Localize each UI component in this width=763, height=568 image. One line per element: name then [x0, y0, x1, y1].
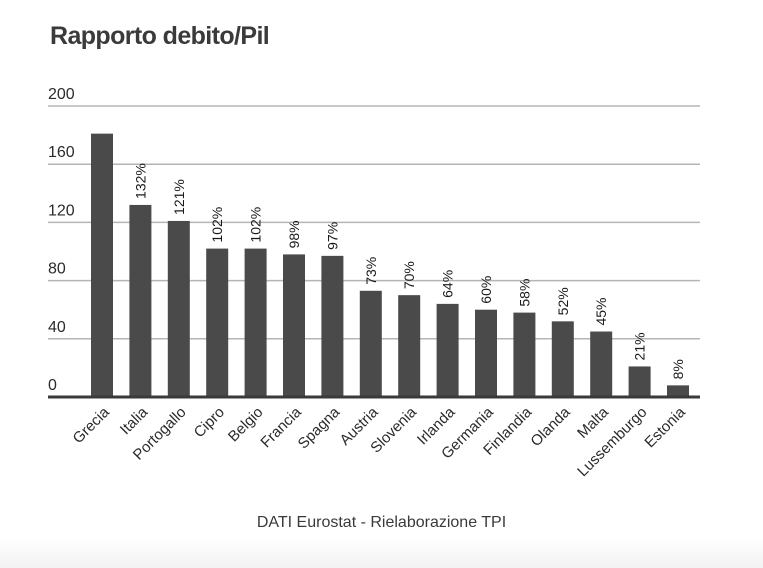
- bar: [321, 255, 344, 397]
- bar: [628, 366, 651, 397]
- bar: [398, 295, 421, 397]
- bar: [475, 309, 497, 397]
- bar: [513, 312, 536, 397]
- data-label: 73%: [363, 257, 379, 285]
- bar: [206, 248, 229, 397]
- bar: [667, 385, 689, 397]
- data-label: 52%: [555, 287, 571, 315]
- data-label: 60%: [478, 276, 494, 304]
- bar: [91, 133, 113, 397]
- data-label: 21%: [632, 332, 648, 360]
- y-tick-label: 200: [48, 86, 75, 103]
- bar: [167, 220, 190, 397]
- x-tick-label: Olanda: [527, 403, 574, 450]
- bar: [359, 290, 382, 397]
- data-label: 98%: [286, 220, 302, 248]
- data-label: 70%: [401, 261, 417, 289]
- y-tick-label: 80: [48, 261, 66, 278]
- data-label: 102%: [209, 207, 225, 243]
- data-label: 58%: [516, 279, 532, 307]
- y-tick-label: 160: [48, 144, 75, 161]
- bar: [551, 321, 574, 397]
- source-note: DATI Eurostat - Rielaborazione TPI: [256, 514, 507, 531]
- x-tick-label: Spagna: [295, 403, 344, 452]
- x-tick-label: Italia: [117, 403, 152, 438]
- chart-title: Rapporto debito/Pil: [50, 22, 270, 50]
- data-label: 45%: [593, 297, 609, 325]
- x-tick-label: Grecia: [70, 403, 114, 447]
- bar: [436, 303, 459, 397]
- data-label: 8%: [670, 359, 686, 379]
- data-label: 121%: [171, 179, 187, 215]
- bar: [244, 248, 267, 397]
- data-label: 102%: [248, 207, 264, 243]
- y-tick-label: 120: [48, 202, 75, 219]
- page-bottom-band: [0, 540, 763, 568]
- bar: [590, 331, 613, 397]
- bar: [283, 254, 305, 397]
- y-tick-label: 0: [48, 377, 57, 394]
- data-label: 132%: [132, 163, 148, 199]
- x-tick-label: Cipro: [191, 404, 228, 441]
- data-label: 97%: [324, 222, 340, 250]
- x-tick-label: Estonia: [641, 403, 689, 451]
- bar: [129, 204, 152, 397]
- y-tick-label: 40: [48, 319, 66, 336]
- data-label: 64%: [440, 270, 456, 298]
